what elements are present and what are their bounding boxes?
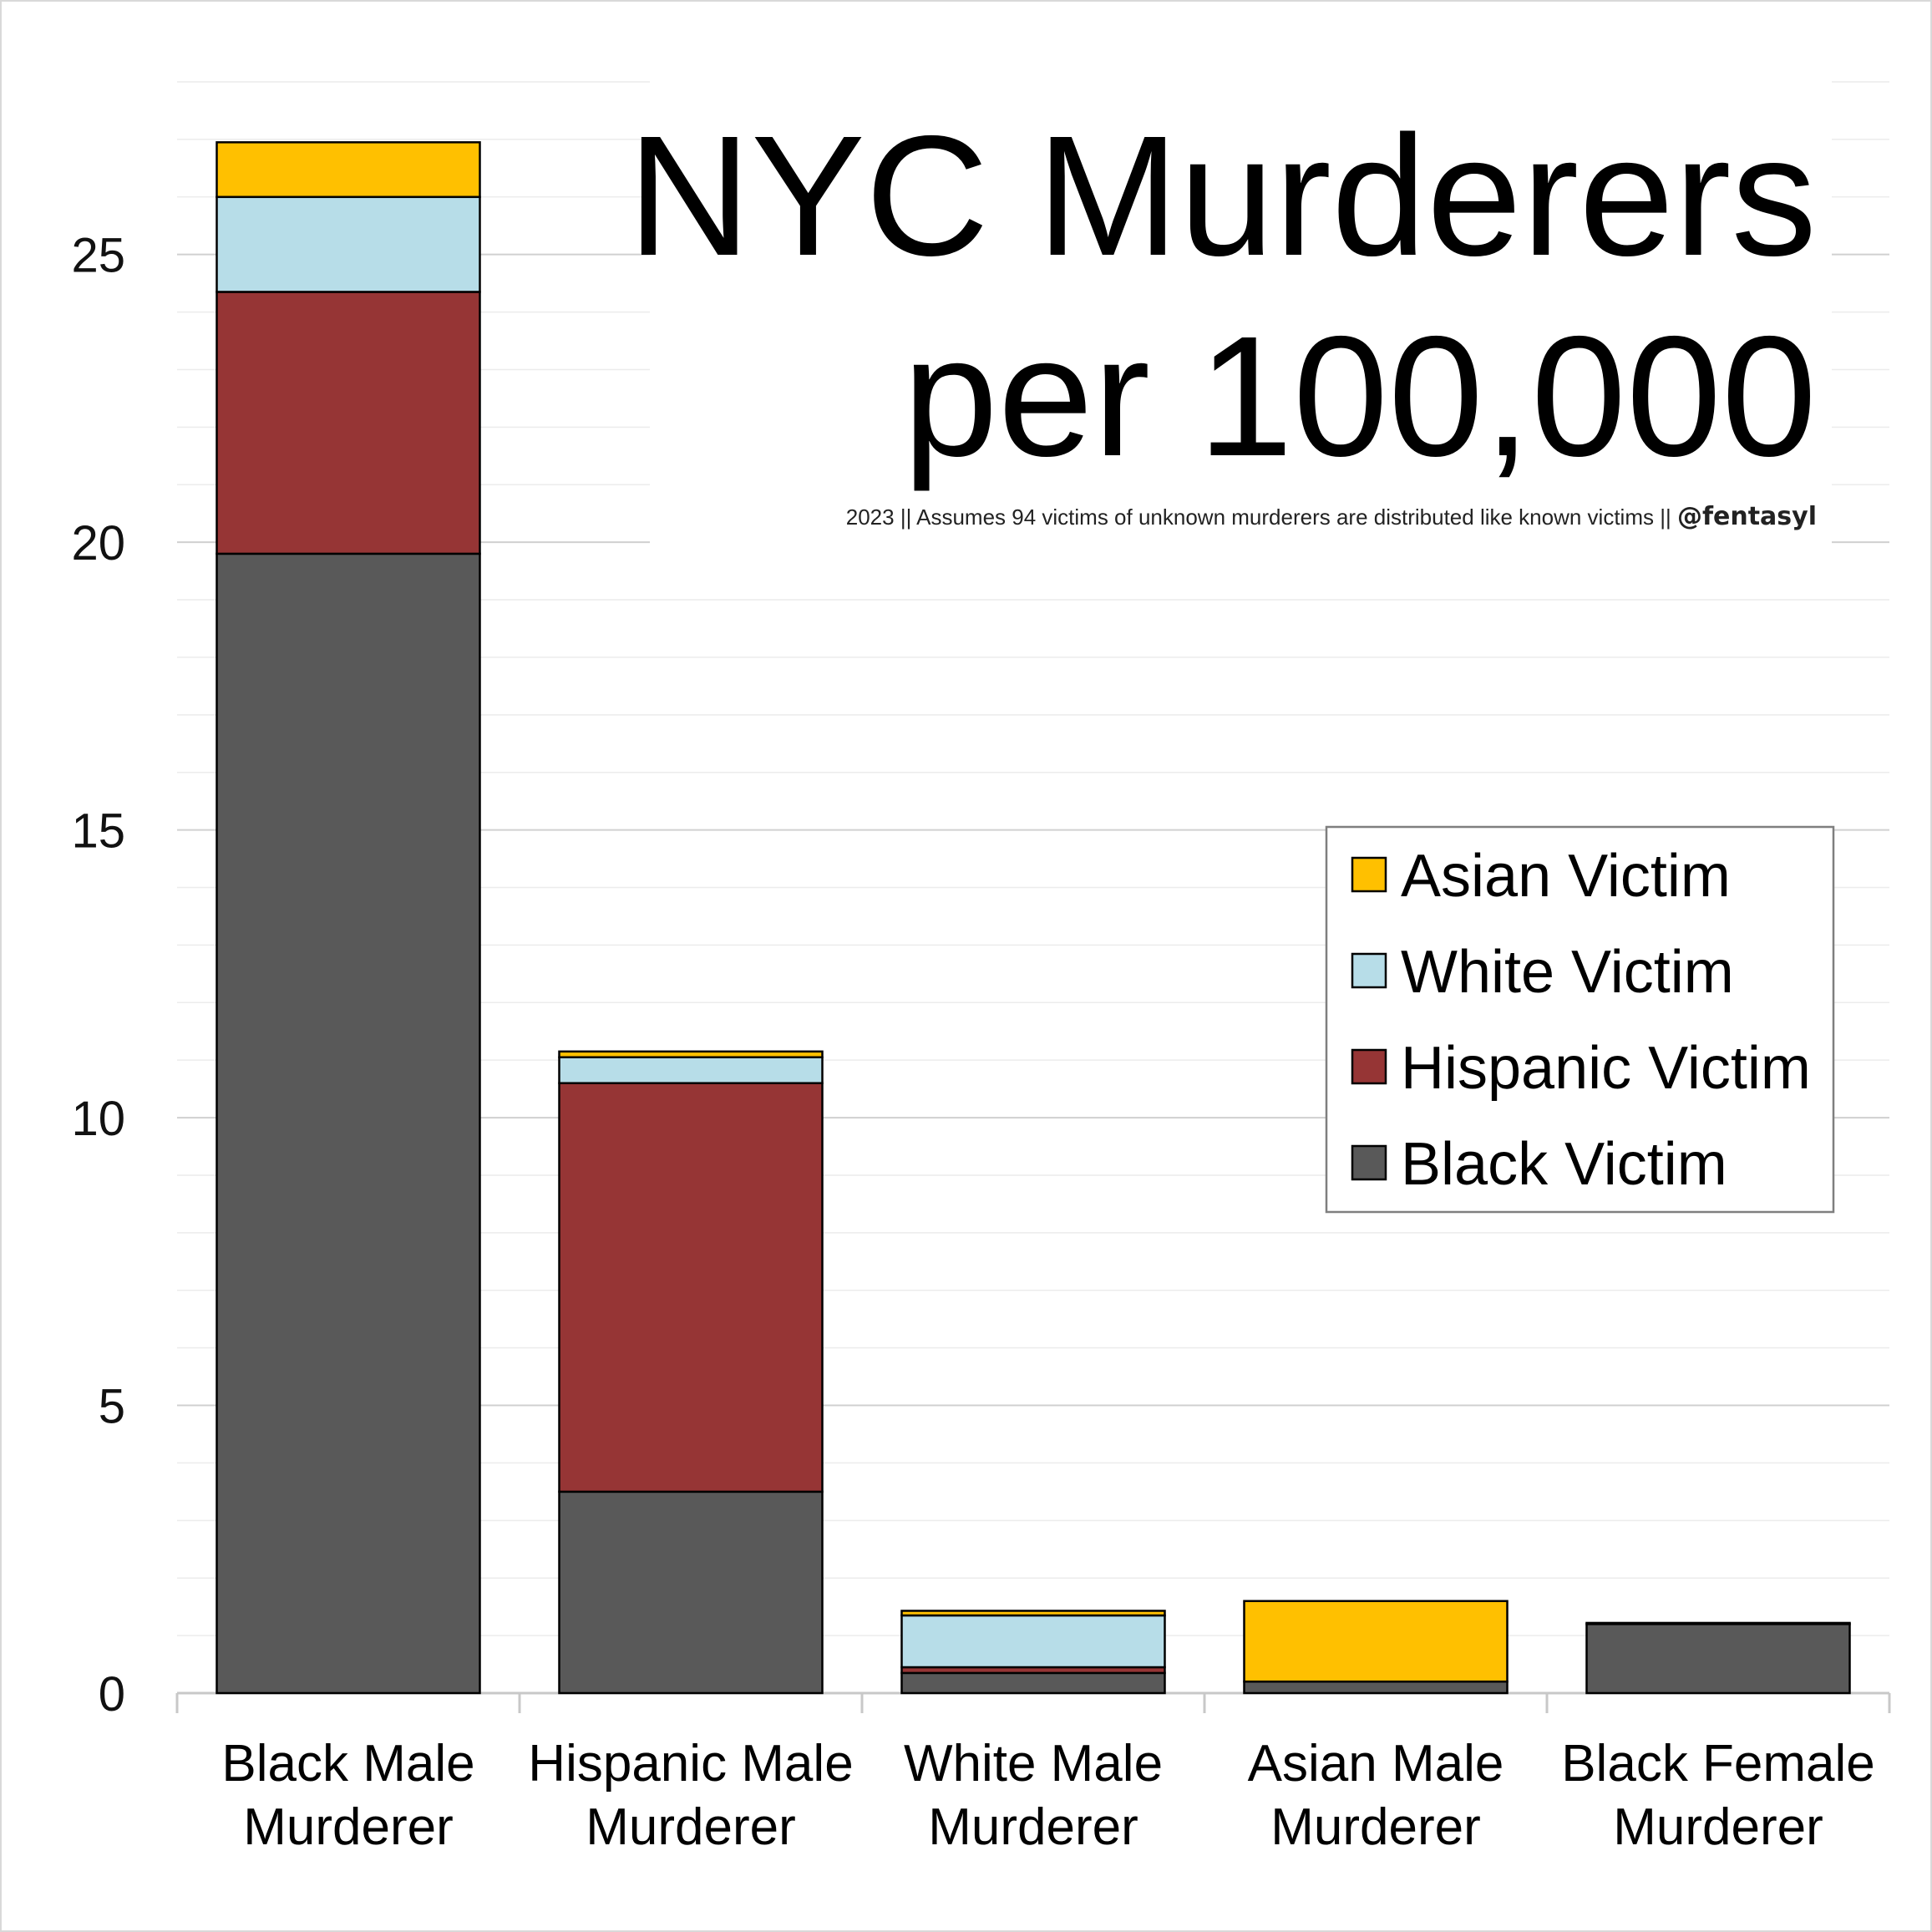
- category-label: Hispanic Male: [528, 1735, 853, 1793]
- bar-segment-asian-victim: [900, 1610, 1166, 1617]
- legend: Asian Victim White Victim Hispanic Victim B…: [1325, 825, 1835, 1214]
- y-tick-label: 0: [99, 1667, 125, 1722]
- bar-segment-asian-victim: [1243, 1600, 1509, 1683]
- category-label: Murderer: [243, 1798, 454, 1856]
- chart-title-line2: per 100,000: [903, 301, 1817, 492]
- bar-segment-black-victim: [216, 552, 481, 1695]
- legend-label: Black Victim: [1401, 1131, 1727, 1198]
- y-tick-label: 10: [71, 1092, 125, 1146]
- y-tick-label: 20: [71, 516, 125, 570]
- title-backdrop: [650, 77, 1832, 545]
- author-handle: @fentasyl: [1677, 502, 1817, 531]
- bar-segment-white-victim: [900, 1614, 1166, 1669]
- bar-segment-hispanic-victim: [216, 291, 481, 555]
- legend-swatch: [1351, 952, 1387, 989]
- category-label: Murderer: [1270, 1798, 1481, 1856]
- y-tick-label: 5: [99, 1380, 125, 1434]
- category-label: Black Male: [221, 1735, 474, 1793]
- bar-segment-black-victim: [558, 1490, 824, 1695]
- bar-segment-hispanic-victim: [1585, 1621, 1851, 1625]
- category-label: White Male: [904, 1735, 1163, 1793]
- legend-label: Asian Victim: [1401, 843, 1731, 910]
- chart-subtitle: 2023 || Assumes 94 victims of unknown mu…: [846, 502, 1817, 531]
- category-label: Black Female: [1561, 1735, 1875, 1793]
- legend-label: Hispanic Victim: [1401, 1035, 1811, 1102]
- category-label: Murderer: [1613, 1798, 1823, 1856]
- bar-segment-asian-victim: [216, 141, 481, 199]
- legend-swatch: [1351, 1144, 1387, 1181]
- category-label: Murderer: [586, 1798, 796, 1856]
- legend-swatch: [1351, 856, 1387, 893]
- y-tick-label: 15: [71, 804, 125, 859]
- y-tick-label: 25: [71, 229, 125, 283]
- bar-segment-hispanic-victim: [558, 1082, 824, 1493]
- legend-label: White Victim: [1401, 939, 1734, 1006]
- legend-swatch: [1351, 1048, 1387, 1085]
- bar-segment-black-victim: [900, 1671, 1166, 1695]
- subtitle-text: 2023 || Assumes 94 victims of unknown mu…: [846, 505, 1677, 530]
- x-axis: [175, 1691, 1891, 1713]
- bars: [216, 141, 1851, 1695]
- category-label: Murderer: [928, 1798, 1138, 1856]
- y-axis-ticks: 0 5 10 15 20 25: [71, 229, 125, 1722]
- legend-box: [1325, 825, 1835, 1214]
- bar-segment-black-victim: [1243, 1680, 1509, 1695]
- bar-segment-white-victim: [558, 1056, 824, 1084]
- bar-segment-black-victim: [1585, 1623, 1851, 1695]
- bar-segment-white-victim: [216, 195, 481, 293]
- chart-title-line1: NYC Murderers: [627, 100, 1817, 292]
- category-label: Asian Male: [1248, 1735, 1504, 1793]
- bar-segment-asian-victim: [558, 1050, 824, 1058]
